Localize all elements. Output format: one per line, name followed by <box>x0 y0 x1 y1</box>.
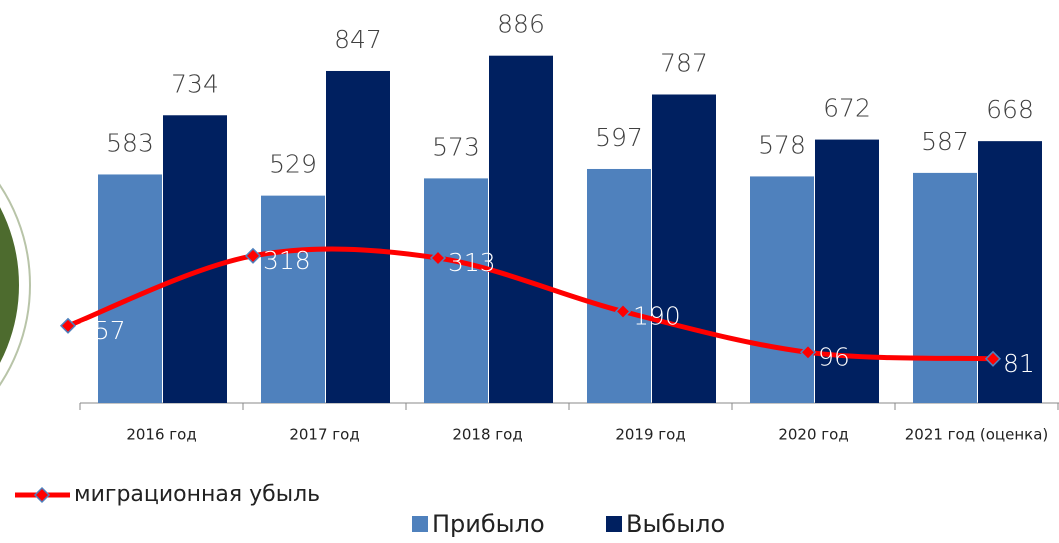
value-label: 672 <box>823 94 871 123</box>
legend-swatch <box>606 516 622 532</box>
marker <box>429 249 447 267</box>
bar <box>163 115 227 403</box>
x-tick-label: 2019 год <box>615 426 685 444</box>
x-tick-label: 2016 год <box>126 426 196 444</box>
value-label: 578 <box>758 130 806 159</box>
x-tick-label: 2020 год <box>778 426 848 444</box>
marker <box>244 247 262 264</box>
legend-marker <box>33 486 51 504</box>
marker <box>59 317 77 334</box>
value-label: 529 <box>269 150 317 179</box>
legend-label: миграционная убыль <box>74 482 320 507</box>
value-label: 886 <box>497 10 545 39</box>
value-label: 313 <box>448 248 496 277</box>
bar <box>261 195 325 403</box>
x-tick-label: 2021 год (оценка) <box>905 426 1049 444</box>
value-label: 318 <box>263 246 311 275</box>
decor-ring <box>0 183 31 387</box>
value-label: 597 <box>595 123 643 152</box>
legend-label: Прибыло <box>432 510 545 538</box>
legend-label: Выбыло <box>626 510 725 538</box>
value-label: 668 <box>986 95 1034 124</box>
bar <box>750 176 814 403</box>
value-label: 847 <box>334 25 382 54</box>
decor-circle <box>0 194 25 376</box>
value-label: 190 <box>633 301 681 330</box>
bar <box>913 172 977 403</box>
legend-swatch <box>412 516 428 532</box>
value-label: 573 <box>432 132 480 161</box>
value-label: 81 <box>1003 349 1035 378</box>
value-label: 583 <box>106 128 154 157</box>
line <box>67 246 994 362</box>
bar <box>489 55 553 404</box>
value-label: 157 <box>78 316 126 345</box>
bar <box>652 94 716 403</box>
bar <box>326 70 390 403</box>
bar <box>424 178 488 403</box>
marker <box>614 303 632 320</box>
marker <box>799 344 817 361</box>
value-label: 96 <box>818 342 850 371</box>
x-tick-label: 2017 год <box>289 426 359 444</box>
value-label: 587 <box>921 127 969 156</box>
value-label: 734 <box>171 69 219 98</box>
marker <box>984 350 1002 367</box>
value-label: 787 <box>660 48 708 77</box>
x-tick-label: 2018 год <box>452 426 522 444</box>
bar <box>587 168 651 403</box>
